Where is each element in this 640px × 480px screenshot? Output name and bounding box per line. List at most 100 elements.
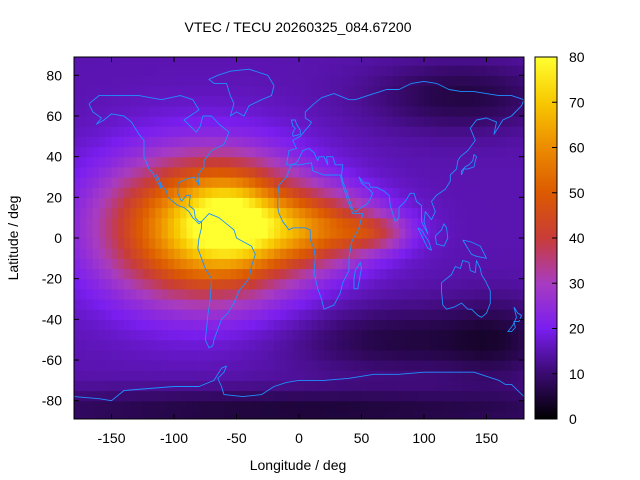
heatmap-cell: [317, 268, 325, 280]
heatmap-cell: [155, 136, 163, 148]
heatmap-cell: [186, 309, 194, 320]
heatmap-cell: [342, 197, 350, 209]
heatmap-cell: [342, 105, 350, 117]
heatmap-cell: [317, 187, 325, 198]
heatmap-cell: [149, 156, 156, 168]
heatmap-cell: [274, 309, 281, 320]
heatmap-cell: [261, 248, 269, 259]
heatmap-cell: [417, 390, 425, 402]
heatmap-cell: [286, 410, 294, 419]
heatmap-cell: [155, 339, 163, 351]
heatmap-cell: [99, 105, 106, 117]
heatmap-cell: [399, 176, 406, 188]
heatmap-cell: [299, 227, 306, 239]
heatmap-cell: [205, 258, 213, 270]
heatmap-cell: [80, 349, 88, 361]
heatmap-cell: [142, 57, 150, 66]
heatmap-cell: [505, 278, 513, 290]
heatmap-cell: [117, 258, 125, 270]
heatmap-cell: [361, 85, 369, 97]
heatmap-cell: [267, 95, 275, 107]
heatmap-cell: [230, 176, 238, 188]
heatmap-cell: [511, 238, 519, 249]
heatmap-cell: [492, 288, 500, 300]
heatmap-cell: [136, 75, 144, 87]
heatmap-cell: [249, 85, 256, 97]
heatmap-cell: [255, 288, 263, 300]
heatmap-cell: [474, 288, 481, 300]
heatmap-cell: [274, 166, 281, 178]
heatmap-cell: [455, 370, 463, 381]
heatmap-cell: [442, 278, 450, 290]
heatmap-cell: [224, 258, 231, 270]
heatmap-cell: [155, 146, 163, 158]
heatmap-cell: [405, 95, 413, 107]
heatmap-cell: [267, 258, 275, 270]
heatmap-cell: [374, 238, 381, 249]
heatmap-cell: [517, 370, 524, 381]
heatmap-cell: [367, 197, 375, 209]
heatmap-cell: [224, 115, 231, 127]
heatmap-cell: [124, 319, 131, 331]
heatmap-cell: [305, 329, 313, 341]
heatmap-cell: [167, 329, 175, 341]
heatmap-cell: [92, 248, 100, 259]
heatmap-cell: [492, 57, 500, 66]
heatmap-cell: [174, 299, 181, 310]
heatmap-cell: [255, 339, 263, 351]
heatmap-cell: [205, 57, 213, 66]
heatmap-cell: [405, 299, 413, 310]
heatmap-cell: [411, 319, 419, 331]
heatmap-cell: [517, 380, 524, 392]
heatmap-cell: [161, 115, 169, 127]
heatmap-cell: [124, 105, 131, 117]
heatmap-cell: [117, 115, 125, 127]
heatmap-cell: [111, 238, 119, 249]
heatmap-cell: [92, 187, 100, 198]
heatmap-cell: [467, 187, 475, 198]
heatmap-cell: [292, 370, 300, 381]
heatmap-cell: [430, 360, 438, 371]
heatmap-cell: [199, 380, 206, 392]
heatmap-cell: [411, 299, 419, 310]
heatmap-cell: [517, 146, 524, 158]
y-tick-label: 20: [46, 189, 62, 205]
heatmap-cell: [155, 299, 163, 310]
heatmap-cell: [161, 309, 169, 320]
y-tick-label: 60: [46, 108, 62, 124]
heatmap-cell: [224, 85, 231, 97]
heatmap-cell: [492, 146, 500, 158]
heatmap-cell: [280, 329, 288, 341]
heatmap-cell: [374, 166, 381, 178]
heatmap-cell: [236, 329, 244, 341]
heatmap-cell: [367, 187, 375, 198]
heatmap-cell: [480, 85, 488, 97]
heatmap-cell: [280, 390, 288, 402]
heatmap-cell: [236, 156, 244, 168]
heatmap-cell: [217, 85, 225, 97]
heatmap-cell: [230, 319, 238, 331]
heatmap-cell: [86, 248, 94, 259]
heatmap-cell: [324, 238, 331, 249]
heatmap-cell: [224, 57, 231, 66]
heatmap-cell: [330, 187, 338, 198]
heatmap-cell: [436, 288, 444, 300]
heatmap-cell: [105, 278, 113, 290]
heatmap-cell: [424, 410, 431, 419]
heatmap-cell: [336, 136, 344, 148]
heatmap-cell: [449, 248, 456, 259]
heatmap-cell: [280, 65, 288, 76]
heatmap-cell: [355, 258, 363, 270]
heatmap-cell: [461, 126, 469, 137]
heatmap-cell: [411, 380, 419, 392]
heatmap-cell: [324, 410, 331, 419]
heatmap-cell: [149, 380, 156, 392]
heatmap-cell: [380, 197, 388, 209]
heatmap-cell: [105, 288, 113, 300]
heatmap-cell: [511, 268, 519, 280]
heatmap-cell: [399, 299, 406, 310]
heatmap-cell: [105, 410, 113, 419]
heatmap-cell: [430, 136, 438, 148]
heatmap-cell: [386, 380, 394, 392]
heatmap-cell: [99, 227, 106, 239]
